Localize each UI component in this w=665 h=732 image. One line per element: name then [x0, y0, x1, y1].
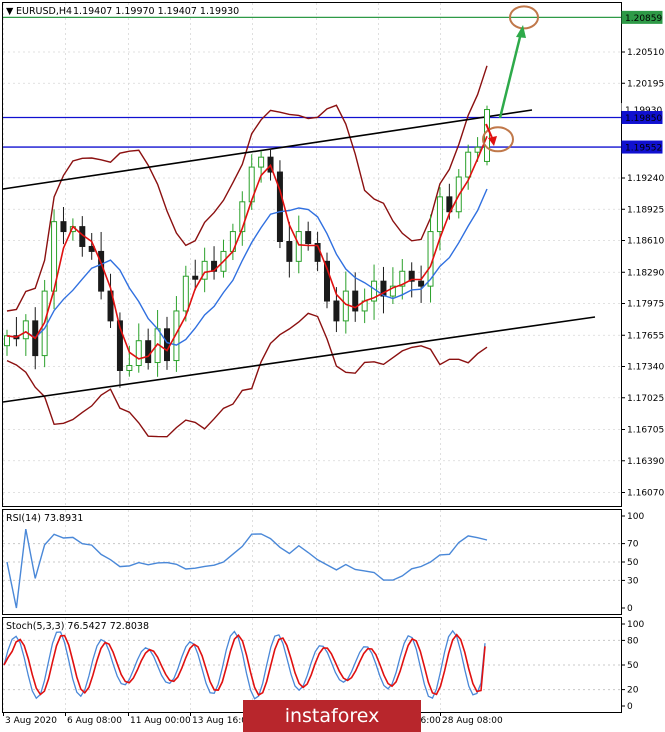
candle-body: [342, 290, 349, 322]
candle-body: [389, 285, 396, 297]
candle-body: [399, 270, 406, 287]
rsi-series: [6, 528, 488, 609]
trend-channel: [2, 109, 596, 403]
price-tick-label: 1.20510: [627, 48, 664, 58]
price-panel-frame: [2, 2, 622, 507]
stoch-tick-label: 80: [627, 636, 639, 646]
price-tick-label: 1.16705: [627, 426, 664, 436]
price-tick-label: 1.18925: [627, 205, 664, 215]
candle-body: [258, 156, 265, 168]
y-axis: 1.20510 1.20195 1.19240 1.18925 1.18610 1.182…: [621, 10, 664, 712]
rsi-tick-label: 0: [627, 604, 633, 614]
candle-body: [201, 260, 208, 280]
level-label-box: [621, 110, 663, 124]
stoch-tick-label: 100: [627, 620, 644, 630]
candle-body: [173, 310, 180, 362]
candle-body: [333, 300, 340, 322]
x-tick-label: 28 Aug 08:00: [442, 716, 503, 726]
candle-body: [135, 340, 142, 367]
price-tick-label: 1.17340: [627, 363, 664, 373]
price-tick-label: 1.17655: [627, 331, 664, 341]
rsi-title: RSI(14) 73.8931: [6, 513, 83, 524]
fast-ma-line: [6, 135, 488, 360]
price-tick-label: 1.19240: [627, 174, 664, 184]
x-tick-label: 13 Aug 16:00: [192, 716, 253, 726]
stoch-signal-line: [3, 633, 486, 697]
grid: [3, 3, 621, 712]
candle-body: [192, 275, 199, 280]
channel-upper-line: [2, 109, 533, 190]
price-tick-label: 1.20195: [627, 79, 664, 89]
rsi-tick-label: 30: [627, 576, 639, 586]
candle-body: [164, 328, 170, 362]
level-label-text: 1.19850: [625, 114, 662, 124]
header-arrow-icon: ▼: [6, 6, 14, 17]
target-ellipse: [509, 5, 539, 30]
watermark: instaforex: [243, 700, 421, 732]
stoch-tick-label: 20: [627, 686, 639, 696]
candle-body: [126, 365, 133, 371]
bollinger-bands: [6, 65, 488, 438]
candle-body: [305, 231, 312, 244]
moving-averages: [6, 135, 488, 360]
header-symbol: EURUSD,H4: [16, 6, 72, 17]
x-tick-label: 3 Aug 2020: [5, 716, 57, 726]
stoch-series: [3, 629, 486, 700]
target-arrow-head: [516, 25, 526, 38]
stoch-tick-label: 50: [627, 661, 639, 671]
candle-body: [324, 260, 330, 302]
rsi-line: [6, 528, 488, 609]
price-tick-label: 1.17975: [627, 300, 664, 310]
candle-body: [286, 241, 293, 262]
level-label-text: 1.19552: [625, 144, 662, 154]
rsi-tick-label: 100: [627, 512, 644, 522]
lower-band-line: [6, 312, 488, 438]
candle-body: [276, 171, 283, 243]
level-label-box: [621, 140, 663, 154]
candle-body: [239, 201, 246, 233]
candle-body: [418, 280, 425, 287]
level-label-text: 1.20859: [625, 14, 662, 24]
price-tick-label: 1.16070: [627, 489, 664, 499]
rsi-tick-label: 50: [627, 558, 639, 568]
candle-body: [182, 275, 189, 312]
candle-body: [474, 146, 481, 153]
price-tick-label: 1.18290: [627, 268, 664, 278]
candle-body: [484, 109, 490, 162]
header-ohlc: 1.19407 1.19970 1.19407 1.19930: [73, 6, 239, 17]
support-ellipse: [482, 126, 514, 153]
x-tick-label: 6 Aug 08:00: [67, 716, 122, 726]
candle-body: [22, 320, 29, 340]
annotations: [482, 5, 539, 153]
down-arrow-head: [488, 136, 497, 146]
stoch-tick-label: 0: [627, 702, 633, 712]
candle-body: [145, 340, 152, 364]
price-tick-label: 1.18610: [627, 237, 664, 247]
candle-body: [408, 270, 415, 282]
candle-body: [116, 320, 123, 371]
x-tick-label: 11 Aug 00:00: [130, 716, 191, 726]
price-tick-label: 1.17025: [627, 394, 664, 404]
level-label-box: [621, 10, 663, 24]
candle-body: [436, 196, 443, 233]
upper-band-line: [6, 65, 488, 312]
stoch-title: Stoch(5,3,3) 76.5427 72.8038: [6, 621, 149, 632]
slow-ma-line: [6, 188, 488, 346]
stoch-main-line: [3, 629, 486, 700]
candle-body: [446, 196, 453, 213]
channel-lower-line: [2, 316, 596, 403]
candle-body: [465, 151, 472, 178]
candle-body: [4, 335, 10, 347]
candle-body: [352, 290, 359, 312]
rsi-tick-label: 70: [627, 540, 639, 550]
target-arrow-shaft: [498, 32, 523, 119]
candle-body: [60, 221, 67, 233]
candle-body: [295, 231, 302, 262]
horizontal-levels: [3, 16, 621, 148]
price-tick-label: 1.16390: [627, 457, 664, 467]
